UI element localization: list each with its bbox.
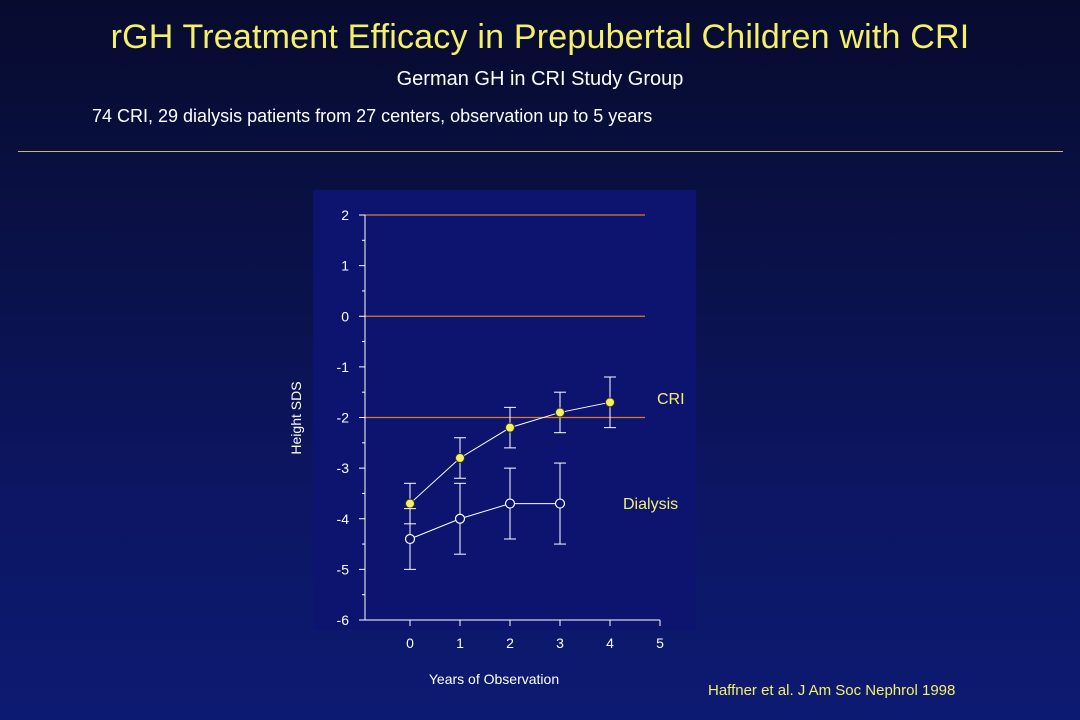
slide-title: rGH Treatment Efficacy in Prepubertal Ch… (110, 18, 970, 56)
x-tick-label: 2 (506, 635, 514, 651)
cri-point (605, 397, 615, 408)
y-tick-label: -2 (337, 410, 350, 426)
x-tick-label: 1 (456, 635, 464, 651)
y-tick-label: 0 (341, 308, 349, 324)
dialysis-point (454, 513, 466, 524)
cri-point (405, 498, 415, 509)
y-tick-label: -3 (337, 460, 350, 476)
cri-point (555, 407, 565, 418)
dialysis-point (554, 498, 566, 509)
dialysis-point (404, 533, 416, 545)
x-tick-label: 5 (656, 635, 664, 651)
cri-point (505, 422, 515, 433)
y-tick-label: -5 (337, 561, 350, 577)
y-tick-label: -1 (337, 359, 350, 375)
y-tick-label: 1 (341, 258, 349, 274)
x-tick-label: 3 (556, 635, 564, 651)
citation: Haffner et al. J Am Soc Nephrol 1998 (708, 682, 956, 699)
x-tick-label: 4 (606, 635, 614, 651)
y-tick-label: -4 (337, 511, 350, 527)
series-label-cri: CRI (657, 391, 685, 408)
slide-subtitle: German GH in CRI Study Group (396, 68, 684, 90)
x-axis-title: Years of Observation (429, 671, 559, 687)
plot-panel (313, 190, 696, 630)
study-note: 74 CRI, 29 dialysis patients from 27 cen… (92, 106, 653, 126)
cri-point (455, 453, 465, 463)
x-tick-label: 0 (406, 635, 414, 651)
title-divider (18, 151, 1063, 152)
dialysis-point (504, 498, 516, 509)
y-axis-title: Height SDS (288, 381, 304, 454)
y-tick-label: 2 (341, 207, 349, 223)
dialysis-series-line (409, 503, 560, 540)
series-label-dialysis: Dialysis (623, 496, 678, 513)
y-tick-label: -6 (337, 612, 350, 628)
